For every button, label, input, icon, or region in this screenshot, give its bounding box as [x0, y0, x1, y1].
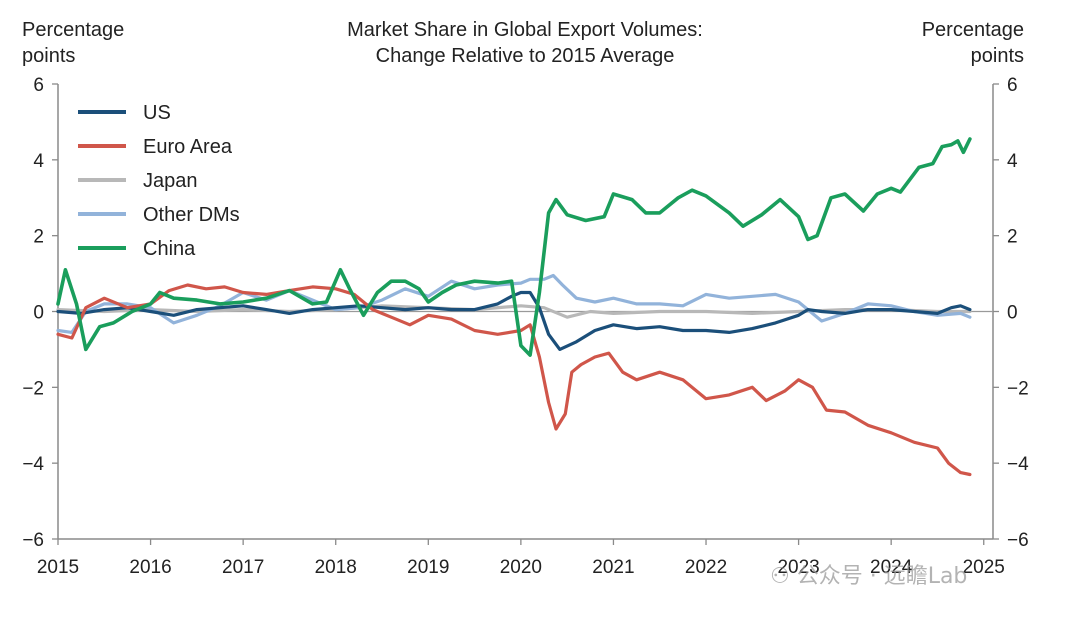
- x-tick-label: 2025: [963, 557, 1005, 578]
- y-tick-label-right: 4: [1007, 151, 1018, 172]
- y-tick-label-left: 6: [33, 75, 44, 96]
- legend: US Euro Area Japan Other DMs China: [78, 102, 240, 260]
- y-tick-label-left: 2: [33, 227, 44, 248]
- series-line-other-dms: [56, 273, 972, 334]
- x-tick-label: 2021: [592, 557, 634, 578]
- x-tick-label: 2024: [870, 557, 913, 578]
- y-tick-label-left: −4: [22, 454, 44, 475]
- chart-subtitle: Change Relative to 2015 Average: [376, 45, 675, 67]
- x-tick-label: 2016: [129, 557, 171, 578]
- y-tick-label-right: 6: [1007, 75, 1018, 96]
- legend-label-us: US: [143, 102, 171, 124]
- series-line-china: [56, 137, 972, 357]
- y-tick-label-right: −2: [1007, 378, 1029, 399]
- series-line-us: [56, 290, 972, 351]
- y-tick-label-left: 4: [33, 151, 44, 172]
- y-axis-label-left-line2: points: [22, 45, 75, 67]
- y-tick-label-right: −4: [1007, 454, 1029, 475]
- y-tick-label-left: −6: [22, 530, 44, 551]
- y-axis-label-left-line1: Percentage: [22, 19, 124, 41]
- legend-label-euro-area: Euro Area: [143, 136, 233, 158]
- y-tick-label-right: −6: [1007, 530, 1029, 551]
- y-axis-label-right-line2: points: [971, 45, 1024, 67]
- x-tick-label: 2022: [685, 557, 727, 578]
- legend-label-japan: Japan: [143, 170, 198, 192]
- x-tick-label: 2017: [222, 557, 264, 578]
- wechat-watermark: ⚇ 公众号 · 远瞻Lab: [770, 564, 968, 589]
- x-tick-label: 2019: [407, 557, 449, 578]
- y-axis-label-right-line1: Percentage: [922, 19, 1024, 41]
- series-lines: [56, 137, 972, 477]
- axis-ticks: 6 6 4 4 2 2 0 0 −2 −2 −4 −4 −6 −6 2015 2016 2017 2018 2019…: [22, 75, 1029, 578]
- x-tick-label: 2020: [500, 557, 542, 578]
- legend-label-other-dms: Other DMs: [143, 204, 240, 226]
- x-tick-label: 2023: [777, 557, 819, 578]
- legend-label-china: China: [143, 238, 196, 260]
- x-tick-label: 2018: [315, 557, 357, 578]
- series-line-euro-area: [56, 283, 972, 477]
- y-tick-label-right: 0: [1007, 303, 1018, 324]
- y-tick-label-left: 0: [33, 303, 44, 324]
- y-tick-label-left: −2: [22, 378, 44, 399]
- chart-title: Market Share in Global Export Volumes:: [347, 19, 703, 41]
- x-tick-label: 2015: [37, 557, 79, 578]
- y-tick-label-right: 2: [1007, 227, 1018, 248]
